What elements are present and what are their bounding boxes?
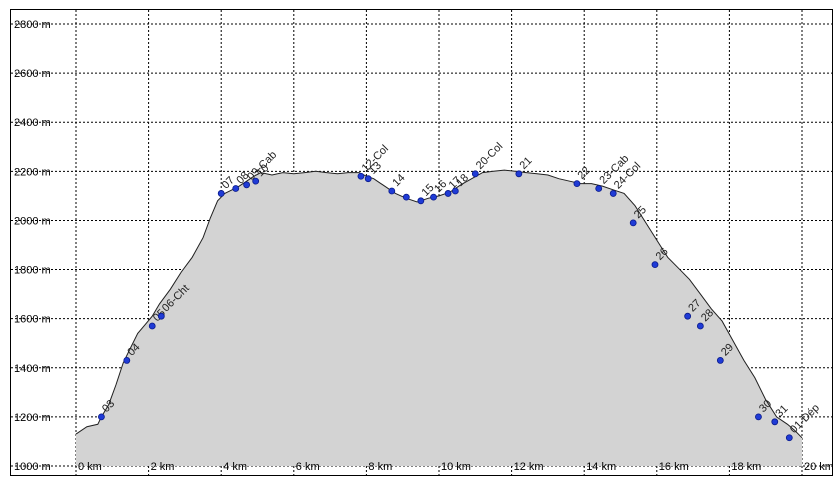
- x-tick-label: 12 km: [514, 461, 544, 473]
- waypoint-marker[interactable]: [451, 187, 459, 195]
- x-tick-label: 2 km: [151, 461, 175, 473]
- x-tick-label: 10 km: [441, 461, 471, 473]
- y-tick-label: 2600 m: [14, 68, 51, 80]
- waypoint-marker[interactable]: [755, 413, 762, 421]
- x-tick-label: 20 km: [804, 461, 833, 473]
- axis-labels: 0 km 2 km 4 km 6 km 8 km 10 km 12 km 14 km 16 km…: [14, 19, 833, 473]
- waypoint-marker[interactable]: [148, 322, 156, 330]
- y-tick-label: 1200 m: [14, 412, 51, 424]
- waypoint-marker[interactable]: [217, 190, 225, 197]
- waypoint-marker[interactable]: [430, 193, 437, 201]
- y-tick-label: 1000 m: [14, 461, 51, 473]
- x-tick-label: 0 km: [78, 461, 102, 473]
- waypoint-marker[interactable]: [364, 175, 372, 183]
- y-tick-label: 1800 m: [14, 265, 51, 277]
- x-tick-label: 8 km: [368, 461, 392, 473]
- waypoint-marker[interactable]: [388, 187, 396, 195]
- waypoint-marker[interactable]: [444, 190, 452, 197]
- y-tick-label: 2000 m: [14, 215, 51, 227]
- x-tick-label: 16 km: [659, 461, 689, 473]
- waypoint-marker[interactable]: [123, 357, 131, 364]
- waypoint-marker[interactable]: [651, 261, 659, 269]
- x-tick-label: 4 km: [223, 461, 247, 473]
- waypoint-marker[interactable]: [471, 170, 479, 178]
- y-tick-label: 1400 m: [14, 363, 51, 375]
- x-tick-label: 18 km: [731, 461, 761, 473]
- waypoint-marker[interactable]: [716, 357, 724, 364]
- waypoint-marker[interactable]: [402, 193, 410, 201]
- waypoint-marker[interactable]: [595, 185, 603, 192]
- waypoint-marker[interactable]: [417, 197, 425, 205]
- y-tick-label: 1600 m: [14, 314, 51, 326]
- waypoint-marker[interactable]: [515, 170, 523, 178]
- x-tick-label: 14 km: [586, 461, 616, 473]
- waypoint-marker[interactable]: [771, 418, 779, 426]
- waypoint-marker[interactable]: [243, 181, 251, 189]
- waypoint-marker[interactable]: [573, 180, 581, 188]
- waypoint-marker[interactable]: [609, 190, 617, 197]
- waypoint-marker[interactable]: [629, 219, 637, 227]
- waypoint-marker[interactable]: [357, 172, 365, 180]
- y-tick-label: 2800 m: [14, 19, 51, 31]
- waypoint-marker[interactable]: [157, 312, 165, 320]
- waypoint-marker[interactable]: [252, 177, 260, 185]
- y-tick-label: 2400 m: [14, 117, 51, 129]
- waypoint-marker[interactable]: [98, 413, 105, 421]
- waypoint-marker[interactable]: [684, 312, 692, 320]
- waypoint-marker[interactable]: [232, 185, 240, 192]
- elevation-area-fill: [76, 170, 802, 466]
- waypoint-marker[interactable]: [696, 322, 704, 330]
- waypoint-marker[interactable]: [785, 434, 793, 442]
- y-tick-label: 2200 m: [14, 166, 51, 178]
- x-tick-label: 6 km: [296, 461, 320, 473]
